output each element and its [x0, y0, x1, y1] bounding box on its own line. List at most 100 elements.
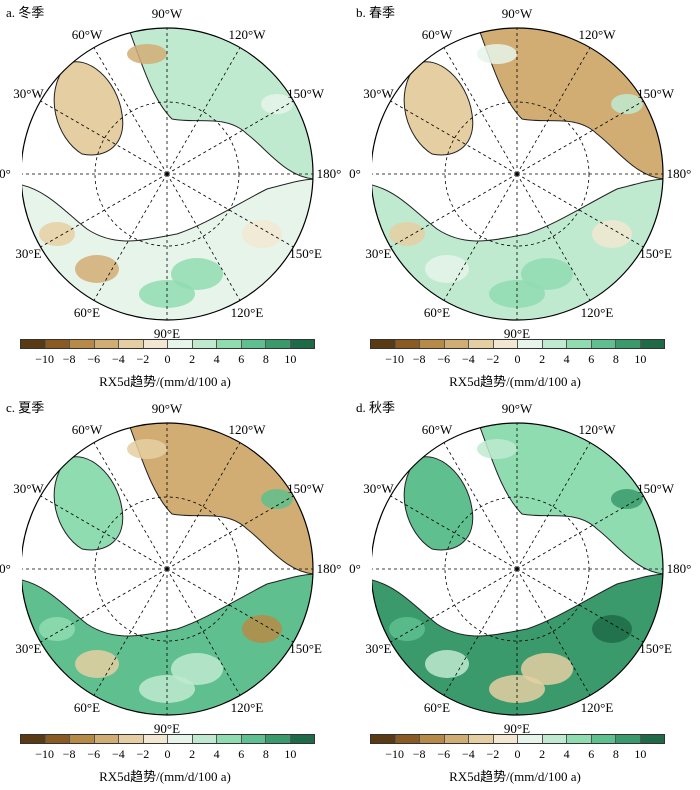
greenland-region [403, 456, 474, 551]
colorbar-cell [493, 340, 518, 348]
colorbar-tick: 2 [539, 352, 546, 366]
greenland-region [53, 456, 124, 551]
colorbar-cell [567, 735, 592, 743]
colorbar-tick: 10 [634, 352, 647, 366]
colorbar-cell [395, 340, 420, 348]
trend-patch [592, 615, 632, 643]
panel-b: b. 春季 180° 150°E 120°E 90°E 60°E 30°E 0° 30°W 60… [349, 0, 700, 395]
colorbar-tick: 6 [238, 747, 245, 761]
longitude-label-right-upper: 150°W [287, 481, 325, 496]
longitude-label-bottom-right: 120°E [230, 699, 264, 715]
colorbar-tick: 2 [189, 747, 196, 761]
colorbar-cell [395, 735, 420, 743]
colorbar-cell [469, 735, 494, 743]
longitude-label-left-lower: 30°E [365, 641, 392, 656]
trend-patch [127, 44, 167, 64]
trend-patch [242, 615, 282, 643]
colorbar-tick: −2 [486, 352, 500, 366]
meridian-line [443, 442, 518, 570]
colorbar-tick: 10 [634, 747, 647, 761]
longitude-label-left: 0° [349, 561, 361, 576]
longitude-label-right: 180° [666, 166, 692, 181]
trend-patch [521, 653, 573, 685]
meridian-line [516, 568, 644, 643]
colorbar-tick: 6 [588, 747, 595, 761]
trend-patch [611, 94, 643, 114]
longitude-label-bottom: 90°E [153, 721, 181, 736]
trend-patch [171, 653, 223, 685]
colorbar-tick: 8 [262, 747, 269, 761]
eurasia-region [372, 178, 663, 320]
meridian-line [390, 100, 518, 175]
trend-patch [261, 94, 293, 114]
colorbar-cell [591, 340, 616, 348]
trend-patch [425, 255, 469, 283]
colorbar-title: RX5d趋势/(mm/d/100 a) [449, 769, 581, 784]
colorbar-cell [192, 735, 217, 743]
eurasia-region [22, 573, 313, 715]
colorbar-cell [444, 735, 469, 743]
panel-d: d. 秋季 180° 150°E 120°E 90°E 60°E 30°E 0° 30°W 60… [349, 395, 700, 790]
colorbar-cell [591, 735, 616, 743]
colorbar-tick: 0 [164, 352, 171, 366]
colorbar-tick: 6 [238, 352, 245, 366]
colorbar-tick: −8 [62, 352, 76, 366]
trend-patch [75, 255, 119, 283]
colorbar-tick: −10 [385, 747, 404, 761]
meridian-line [390, 568, 518, 643]
panel-title: c. 夏季 [6, 400, 45, 415]
colorbar-tick: −2 [486, 747, 500, 761]
colorbar-cell [241, 735, 266, 743]
colorbar-title: RX5d趋势/(mm/d/100 a) [449, 374, 581, 389]
colorbar [370, 339, 665, 349]
colorbar-tick: 4 [213, 352, 220, 366]
trend-patch [39, 222, 75, 246]
colorbar [20, 339, 315, 349]
polar-map [372, 27, 664, 321]
colorbar-cell [192, 340, 217, 348]
colorbar-title: RX5d趋势/(mm/d/100 a) [99, 374, 231, 389]
meridian-line [516, 173, 644, 248]
trend-patch [209, 457, 245, 481]
colorbar-cell [542, 340, 567, 348]
meridian-line [40, 495, 168, 570]
meridian-line [516, 47, 591, 175]
colorbar-tick: 0 [164, 747, 171, 761]
colorbar-tick: 0 [514, 747, 521, 761]
trend-patch [559, 457, 595, 481]
longitude-label-right-upper: 150°W [637, 86, 675, 101]
colorbar-cell [143, 735, 168, 743]
colorbar-cell [266, 340, 291, 348]
longitude-label-top-right: 120°W [228, 27, 266, 43]
trend-patch [559, 62, 595, 86]
longitude-label-top: 90°W [501, 401, 533, 416]
trend-patch [209, 62, 245, 86]
colorbar-cell [21, 735, 46, 743]
colorbar-cell [94, 340, 119, 348]
trend-field [22, 28, 313, 320]
meridian-line [390, 495, 518, 570]
colorbar-cell [518, 735, 543, 743]
polar-map [372, 422, 664, 716]
greenland-region [403, 61, 474, 156]
longitude-label-top-left: 60°W [421, 27, 453, 43]
meridian-line [516, 173, 591, 301]
longitude-label-left: 0° [349, 166, 361, 181]
meridian-line [93, 568, 168, 696]
colorbar-cell [616, 735, 641, 743]
colorbar-cell [290, 735, 314, 743]
meridian-line [40, 568, 168, 643]
meridian-line [516, 100, 644, 175]
colorbar-cell [119, 735, 144, 743]
meridian-line [516, 495, 644, 570]
longitude-label-top: 90°W [501, 6, 533, 21]
longitude-label-top-left: 60°W [71, 422, 103, 438]
colorbar-tick: −8 [62, 747, 76, 761]
longitude-label-right-lower: 150°E [639, 246, 672, 261]
meridian-line [166, 100, 294, 175]
colorbar-tick: 2 [539, 747, 546, 761]
longitude-label-bottom-left: 60°E [423, 699, 451, 715]
colorbar [20, 734, 315, 744]
longitude-label-top: 90°W [151, 401, 183, 416]
colorbar-tick: −2 [136, 747, 150, 761]
